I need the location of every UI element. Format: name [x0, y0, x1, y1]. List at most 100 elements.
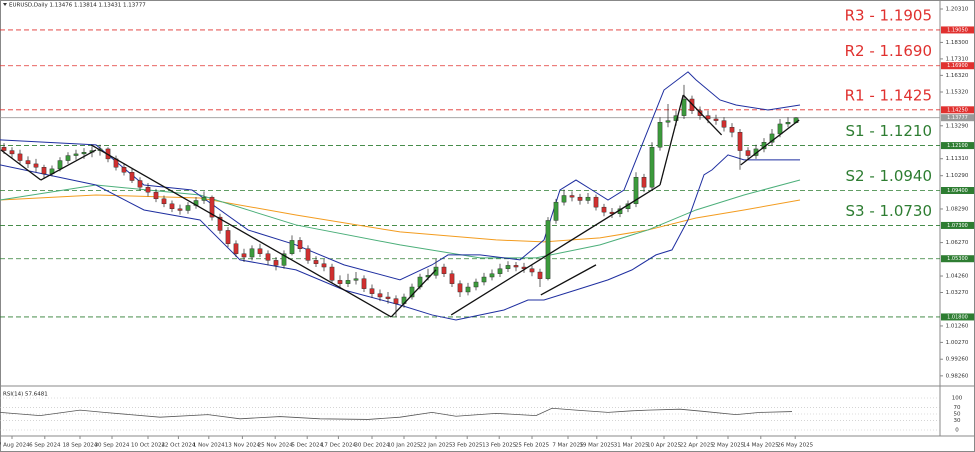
candle-body	[745, 150, 751, 156]
level-tag	[941, 221, 974, 229]
candle-body	[369, 288, 375, 294]
candle-body	[361, 278, 367, 289]
indicator-line	[0, 71, 801, 281]
candle-body	[257, 248, 263, 254]
candle-body	[681, 98, 687, 116]
candle-body	[209, 196, 215, 218]
candle-body	[1, 147, 7, 151]
candle-body	[785, 122, 791, 125]
x-tick-label: 22 Oct 2024	[161, 443, 196, 449]
x-tick-label: 13 Nov 2024	[225, 443, 261, 449]
trendline	[450, 184, 661, 316]
trendline	[659, 94, 684, 186]
x-tick-label: 30 Dec 2024	[354, 443, 390, 449]
level-label: R3 - 1.1905	[845, 6, 932, 24]
level-label: R1 - 1.1425	[845, 86, 932, 104]
candle-body	[665, 120, 671, 123]
candle-body	[737, 132, 743, 151]
y-tick-label: 1.01260	[946, 323, 969, 329]
candle-body	[481, 276, 487, 283]
candle-body	[225, 230, 231, 244]
trendline	[740, 119, 800, 166]
candle-body	[33, 163, 39, 168]
candle-body	[449, 273, 455, 284]
candle-body	[545, 220, 551, 279]
x-tick-label: 25 Nov 2024	[258, 443, 294, 449]
y-tick-label: 1.08290	[946, 206, 969, 212]
candle-body	[145, 186, 151, 193]
candle-body	[73, 153, 79, 156]
candle-body	[497, 268, 503, 274]
candle-body	[185, 205, 191, 211]
candle-body	[553, 201, 559, 221]
candle-body	[337, 280, 343, 284]
x-tick-label: 13 Feb 2025	[482, 443, 517, 449]
candle-body	[169, 203, 175, 210]
x-tick-label: 25 Feb 2025	[515, 443, 550, 449]
candle-body	[217, 216, 223, 231]
candle-body	[9, 150, 15, 155]
y-tick-label: 1.00270	[946, 340, 969, 346]
level-tag	[941, 62, 974, 70]
y-tick-label: 1.20310	[946, 6, 969, 12]
rsi-title: RSI(14) 57.6481	[3, 392, 48, 398]
candle-body	[121, 167, 127, 173]
candle-body	[457, 283, 463, 293]
candle-body	[249, 248, 255, 258]
trendline	[390, 269, 437, 318]
x-tick-label: 22 Jan 2025	[420, 443, 453, 449]
level-tag-label: 1.19050	[947, 27, 968, 33]
candle-body	[585, 196, 591, 201]
y-tick-label: 1.15320	[946, 90, 969, 96]
x-tick-label: 14 May 2025	[743, 443, 779, 449]
x-tick-label: 6 Sep 2024	[29, 443, 61, 449]
candle-body	[353, 278, 359, 281]
candle-body	[57, 160, 63, 170]
candle-body	[321, 263, 327, 268]
candle-body	[465, 286, 471, 293]
x-tick-label: 31 Mar 2025	[614, 443, 649, 449]
x-tick-label: 17 Dec 2024	[321, 443, 357, 449]
y-tick-label: 1.06270	[946, 240, 969, 246]
level-tag	[941, 313, 974, 321]
candle-body	[233, 243, 239, 254]
x-tick-label: 10 Jan 2025	[388, 443, 421, 449]
candle-body	[241, 253, 247, 258]
candle-body	[385, 296, 391, 299]
candle-body	[377, 293, 383, 298]
rsi-line	[0, 407, 793, 420]
symbol-icon	[3, 3, 7, 6]
candle-body	[281, 253, 287, 266]
trendline	[40, 149, 97, 181]
y-tick-label: 0.99260	[946, 357, 969, 363]
y-tick-label: 1.10290	[946, 173, 969, 179]
candle-body	[129, 172, 135, 181]
rsi-tick-label: 30	[954, 418, 961, 424]
candle-body	[601, 206, 607, 213]
candle-body	[305, 248, 311, 261]
trendline	[90, 144, 392, 318]
x-tick-label: 3 Feb 2025	[452, 443, 483, 449]
rsi-tick-label: 50	[954, 412, 961, 418]
candle-body	[313, 260, 319, 264]
chart-title: EURUSD,Daily 1.13476 1.13814 1.13431 1.1…	[9, 3, 146, 9]
level-tag-label: 1.07300	[947, 223, 968, 229]
x-tick-label: 7 Mar 2025	[552, 443, 584, 449]
candle-body	[729, 127, 735, 133]
level-tag-label: 1.05300	[947, 256, 968, 262]
candle-body	[345, 280, 351, 284]
candle-body	[513, 265, 519, 268]
candle-body	[81, 152, 87, 155]
level-tag	[941, 187, 974, 195]
candle-body	[41, 167, 47, 175]
level-tag-label: 1.13777	[947, 115, 968, 121]
candle-body	[649, 147, 655, 188]
trendline	[540, 264, 597, 296]
candle-body	[657, 122, 663, 148]
candle-body	[265, 253, 271, 261]
candle-body	[297, 240, 303, 249]
candle-body	[537, 271, 543, 279]
candle-body	[393, 298, 399, 304]
candle-body	[177, 208, 183, 211]
